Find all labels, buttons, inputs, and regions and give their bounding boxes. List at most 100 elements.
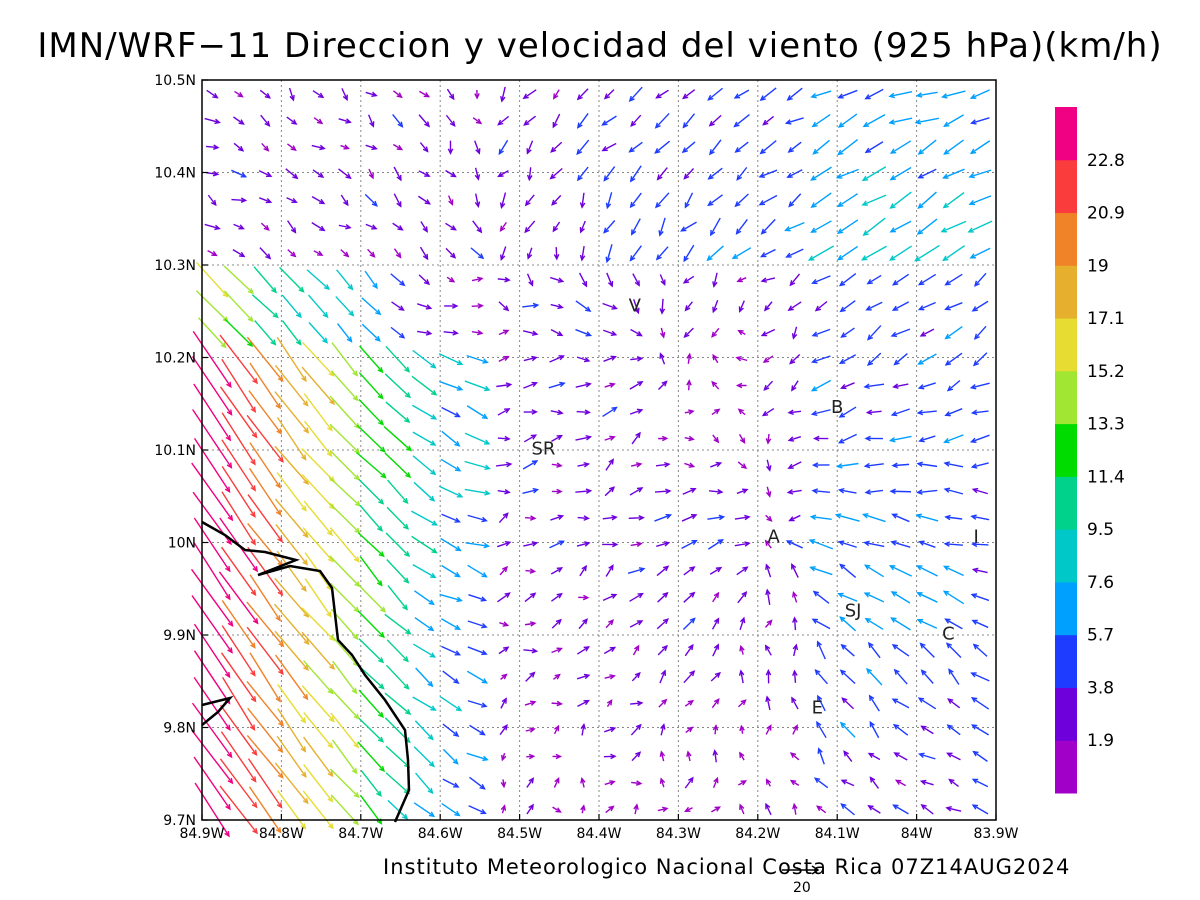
wind-arrow (412, 349, 437, 369)
wind-arrow (193, 383, 232, 442)
wind-arrow (387, 585, 408, 611)
lon-tick-label: 84.5W (497, 826, 542, 842)
lat-tick-label: 10.1N (154, 443, 196, 459)
wind-arrow (276, 735, 307, 779)
wind-arrow (281, 320, 302, 346)
wind-arrow (605, 564, 614, 577)
wind-arrow (867, 752, 881, 761)
wind-arrow (357, 741, 386, 773)
wind-arrow (602, 302, 618, 310)
wind-arrow (277, 708, 307, 753)
wind-arrow (765, 514, 773, 522)
colorbar-segment (1055, 581, 1077, 636)
wind-arrow (711, 380, 720, 390)
wind-arrow (763, 380, 774, 391)
wind-arrow (630, 462, 643, 468)
wind-arrow (894, 779, 906, 787)
wind-arrow (498, 646, 510, 655)
wind-arrow (329, 688, 360, 720)
place-label: E (812, 698, 823, 719)
wind-arrow (659, 274, 666, 286)
wind-arrow (919, 328, 935, 337)
wind-arrow (303, 712, 334, 749)
wind-arrow (816, 805, 827, 814)
colorbar-segment (1055, 370, 1077, 425)
wind-arrow (246, 681, 285, 727)
wind-arrow (522, 330, 539, 336)
wind-arrow (248, 467, 282, 517)
wind-arrow (191, 462, 234, 522)
wind-arrow (630, 723, 642, 736)
place-label: C (942, 624, 955, 645)
wind-arrow (681, 514, 698, 522)
wind-arrow (865, 667, 883, 686)
wind-arrow (791, 380, 799, 392)
wind-arrow (603, 355, 617, 362)
wind-arrow (413, 746, 435, 768)
wind-arrow (684, 192, 694, 209)
wind-arrow (576, 541, 591, 547)
place-label: A (768, 527, 781, 548)
coastline (201, 520, 411, 823)
colorbar-label: 9.5 (1087, 520, 1114, 540)
wind-arrow (364, 270, 378, 290)
wind-arrow (206, 170, 220, 177)
wind-arrow (246, 336, 284, 383)
wind-arrow (629, 592, 644, 602)
wind-arrow (465, 542, 491, 549)
wind-arrow (942, 192, 965, 209)
wind-arrow (943, 487, 964, 495)
wind-arrow (443, 329, 459, 336)
wind-arrow (944, 514, 963, 521)
wind-arrow (865, 409, 882, 416)
wind-arrow (307, 294, 329, 319)
wind-arrow (766, 459, 772, 472)
wind-arrow (553, 724, 560, 735)
wind-arrow (943, 434, 964, 444)
wind-arrow (734, 141, 749, 153)
wind-arrow (467, 514, 488, 523)
wind-arrow (914, 117, 940, 125)
wind-arrow (946, 724, 961, 736)
wind-arrow (738, 434, 746, 445)
wind-arrow (765, 433, 772, 445)
wind-arrow (630, 218, 641, 236)
wind-arrow (341, 88, 348, 102)
wind-arrow (706, 245, 724, 262)
place-label: V (629, 295, 642, 316)
wind-arrow (787, 409, 802, 416)
wind-arrow (944, 273, 963, 286)
wind-arrow (943, 114, 964, 127)
wind-arrow (916, 618, 938, 629)
wind-arrow (892, 804, 909, 815)
wind-arrow (580, 776, 586, 788)
wind-arrow (411, 404, 438, 420)
wind-arrow (550, 276, 565, 283)
wind-arrow (440, 537, 462, 552)
wind-arrow (814, 668, 828, 685)
wind-arrow (358, 372, 384, 400)
wind-arrow (313, 117, 324, 125)
wind-arrow (365, 91, 378, 98)
wind-arrow (253, 266, 277, 294)
wind-arrow (836, 245, 859, 261)
wind-arrow (311, 222, 326, 232)
wind-arrow (442, 748, 459, 765)
wind-arrow (274, 445, 310, 485)
wind-arrow (837, 89, 858, 99)
wind-arrow (575, 328, 593, 337)
wind-arrow (785, 248, 804, 258)
wind-arrow (792, 802, 798, 815)
wind-arrow (867, 805, 881, 814)
wind-arrow (359, 345, 384, 374)
wind-arrow (386, 639, 409, 663)
wind-arrow (737, 461, 748, 470)
wind-arrow (789, 354, 801, 365)
wind-arrow (220, 652, 257, 703)
wind-arrow (659, 750, 666, 762)
wind-arrow (246, 414, 284, 463)
wind-arrow (739, 751, 745, 761)
wind-arrow (306, 269, 331, 291)
wind-arrow (248, 786, 282, 834)
wind-arrow (735, 355, 748, 362)
